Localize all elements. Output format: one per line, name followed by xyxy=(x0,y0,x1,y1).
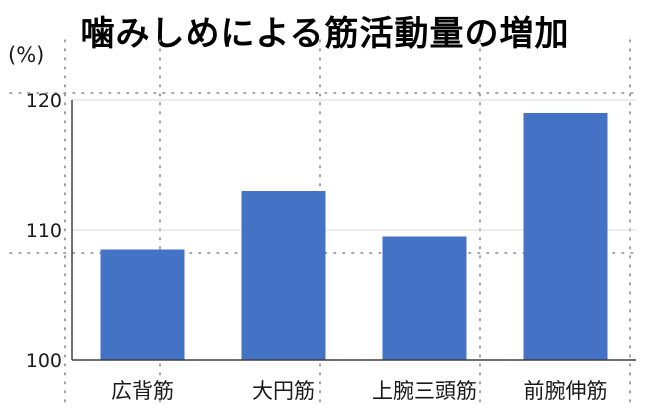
y-tick-label: 100 xyxy=(26,350,62,372)
x-tick-labels: 広背筋 大円筋 上腕三頭筋 前腕伸筋 xyxy=(111,379,608,403)
y-tick-label: 120 xyxy=(26,90,62,112)
bar xyxy=(523,113,608,360)
chart-title: 噛みしめによる筋活動量の増加 xyxy=(80,14,570,54)
x-tick-label: 広背筋 xyxy=(111,379,174,403)
bars xyxy=(100,113,608,360)
bar xyxy=(100,249,185,360)
bar xyxy=(382,236,467,360)
y-tick-label: 110 xyxy=(26,220,62,242)
y-tick-labels: 100 110 120 xyxy=(26,90,62,372)
y-axis-unit-label: (%) xyxy=(8,43,45,67)
x-tick-label: 大円筋 xyxy=(252,379,315,403)
bar xyxy=(241,191,326,360)
x-tick-label: 上腕三頭筋 xyxy=(372,379,477,403)
x-tick-label: 前腕伸筋 xyxy=(524,379,608,403)
